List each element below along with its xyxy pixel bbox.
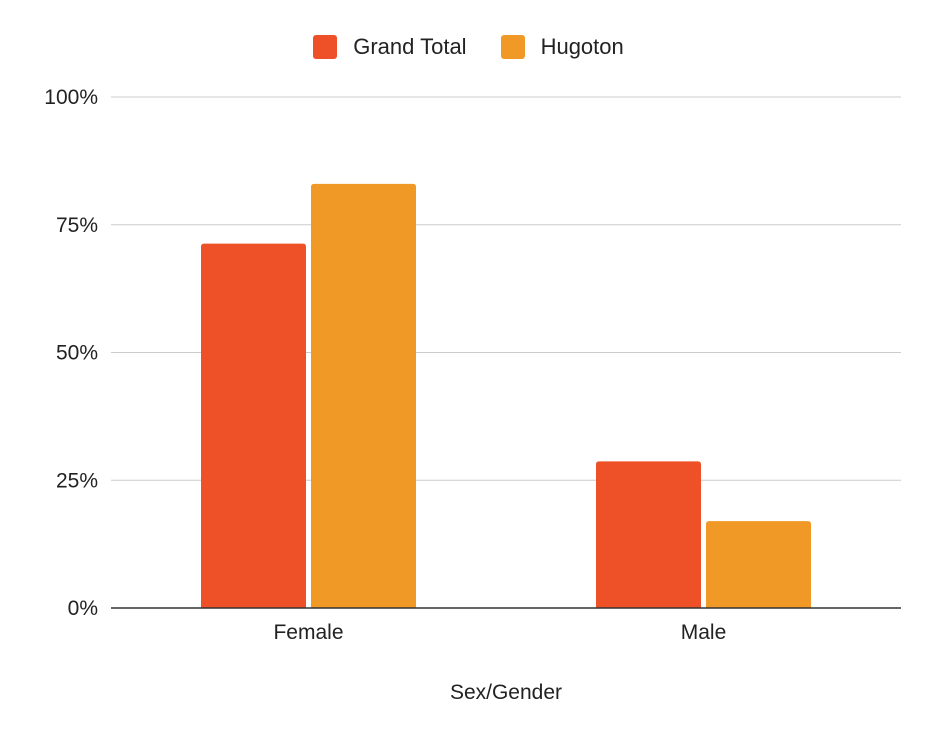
y-tick-label: 0% xyxy=(68,597,98,620)
legend-swatch-hugoton xyxy=(500,35,525,59)
y-tick-label: 75% xyxy=(56,214,98,237)
bar-grand-total-male[interactable] xyxy=(596,461,701,608)
x-axis: Female Male xyxy=(111,607,901,644)
bar-grand-total-female[interactable] xyxy=(201,243,306,609)
legend-swatch-grand-total xyxy=(313,35,338,59)
legend-item-hugoton[interactable]: Hugoton xyxy=(500,34,624,60)
x-tick-label-male: Male xyxy=(681,621,727,644)
y-tick-label: 100% xyxy=(44,86,98,109)
legend-label-grand-total: Grand Total xyxy=(353,34,467,59)
bars xyxy=(201,183,811,609)
legend-label-hugoton: Hugoton xyxy=(540,34,624,59)
y-axis: 0% 25% 50% 75% 100% xyxy=(44,86,98,620)
bar-hugoton-female[interactable] xyxy=(311,183,416,608)
y-tick-label: 25% xyxy=(56,469,98,492)
x-tick-label-female: Female xyxy=(273,621,343,644)
legend-item-grand-total[interactable]: Grand Total xyxy=(313,34,467,60)
chart-legend: Grand Total Hugoton xyxy=(0,34,937,60)
y-tick-label: 50% xyxy=(56,342,98,365)
bar-hugoton-male[interactable] xyxy=(706,521,811,608)
x-axis-title: Sex/Gender xyxy=(450,681,562,704)
